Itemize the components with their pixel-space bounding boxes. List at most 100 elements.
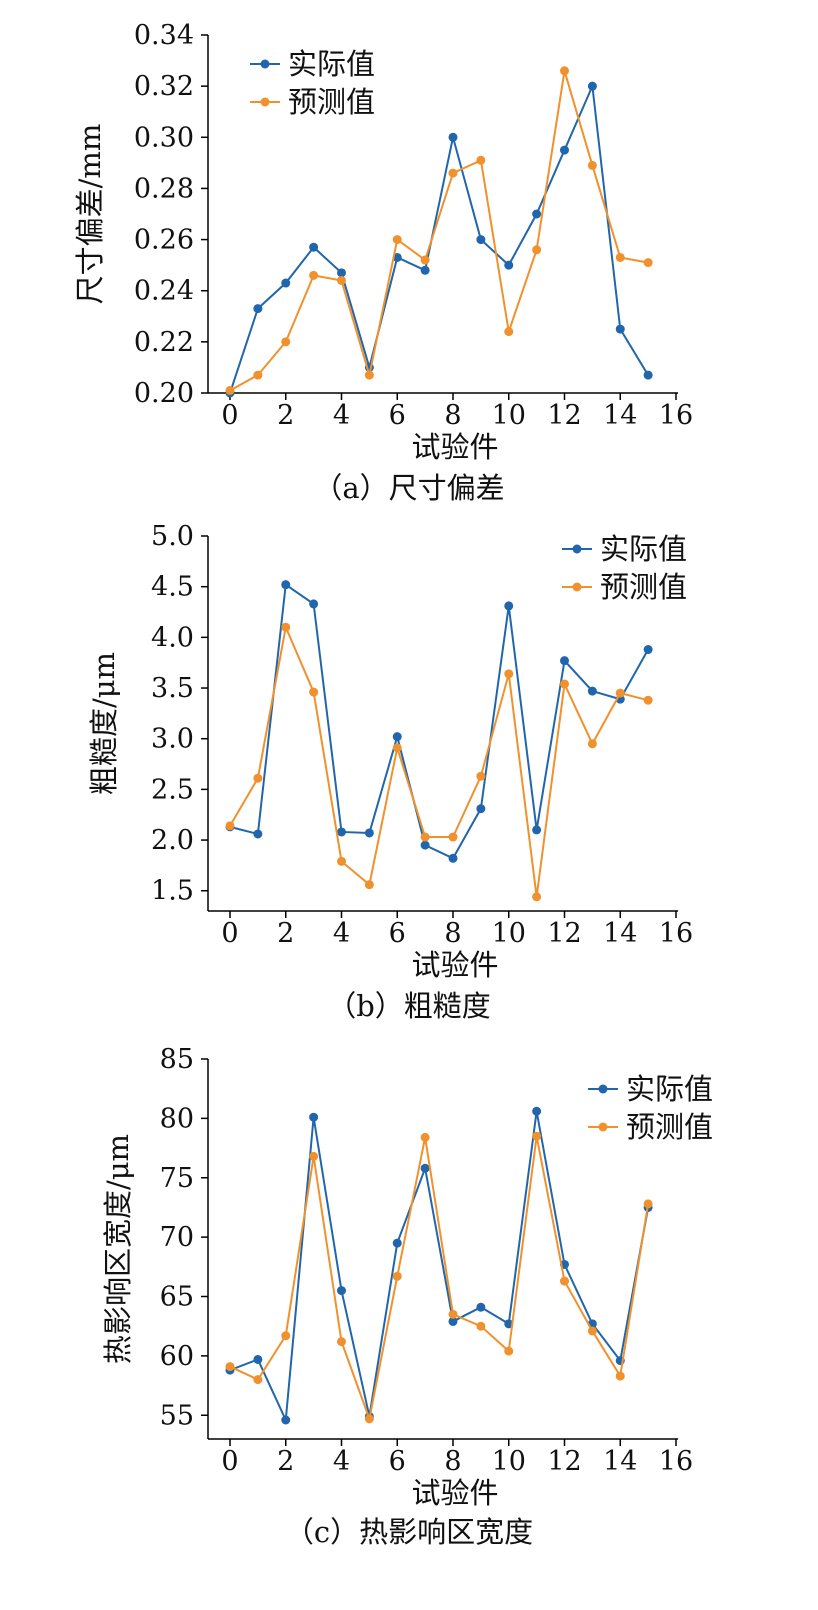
data-point-actual <box>560 656 569 666</box>
data-point-actual <box>337 268 346 278</box>
data-point-predicted <box>420 255 430 265</box>
data-point-predicted <box>448 1309 458 1319</box>
legend-swatch-marker <box>598 1122 608 1132</box>
y-tick-label: 0.24 <box>134 276 194 307</box>
x-tick-label: 10 <box>492 1446 526 1477</box>
data-point-actual <box>281 278 291 288</box>
data-point-predicted <box>504 669 514 679</box>
data-point-predicted <box>532 1131 542 1141</box>
data-point-predicted <box>476 155 486 165</box>
data-point-predicted <box>309 687 319 697</box>
data-point-actual <box>448 132 458 142</box>
data-point-predicted <box>420 1132 430 1142</box>
data-point-actual <box>643 370 653 380</box>
data-point-predicted <box>281 622 291 632</box>
data-point-actual <box>504 260 514 270</box>
legend-label: 预测值 <box>288 85 375 119</box>
data-point-predicted <box>337 275 346 285</box>
y-tick-label: 0.30 <box>134 122 194 153</box>
legend-label: 实际值 <box>600 532 687 566</box>
data-point-predicted <box>504 327 514 337</box>
data-point-actual <box>337 827 346 837</box>
x-tick-label: 4 <box>333 918 350 949</box>
data-point-predicted <box>225 821 235 831</box>
x-axis-label: 试验件 <box>411 430 498 464</box>
data-point-predicted <box>560 679 569 689</box>
data-point-predicted <box>587 1326 597 1336</box>
data-point-predicted <box>615 252 625 262</box>
data-point-predicted <box>476 1321 486 1331</box>
data-point-predicted <box>392 743 402 753</box>
chart-panel-1: 0.20 0.22 0.24 0.26 0.28 0.30 0.32 0.34 0 2 4 6 8 10 1… <box>73 20 693 505</box>
y-tick-label: 85 <box>160 1044 194 1075</box>
data-point-predicted <box>560 1276 569 1286</box>
data-point-actual <box>476 804 486 814</box>
panel-caption: （b）粗糙度 <box>327 989 491 1023</box>
legend-label: 实际值 <box>288 47 375 81</box>
data-point-predicted <box>587 739 597 749</box>
y-tick-label: 75 <box>160 1163 194 1194</box>
data-point-predicted <box>532 245 542 255</box>
x-tick-label: 12 <box>547 918 581 949</box>
data-point-predicted <box>364 880 374 890</box>
y-tick-label: 3.5 <box>151 673 194 704</box>
x-tick-label: 14 <box>603 400 637 431</box>
data-point-predicted <box>532 892 542 902</box>
data-point-actual <box>420 265 430 275</box>
data-point-actual <box>587 81 597 91</box>
x-tick-label: 16 <box>659 400 693 431</box>
data-point-actual <box>309 599 319 609</box>
x-tick-label: 6 <box>389 1446 406 1477</box>
panel-caption: （c）热影响区宽度 <box>285 1515 533 1549</box>
data-point-actual <box>309 242 319 252</box>
data-point-predicted <box>337 856 346 866</box>
y-tick-label: 5.0 <box>151 521 194 552</box>
data-point-predicted <box>448 832 458 842</box>
series-line-predicted <box>229 623 649 897</box>
x-tick-label: 0 <box>221 1446 238 1477</box>
data-point-predicted <box>281 1331 291 1341</box>
panel-caption: （a）尺寸偏差 <box>313 471 504 505</box>
series-line-actual <box>229 82 649 394</box>
y-tick-label: 0.26 <box>134 225 194 256</box>
x-tick-label: 12 <box>547 400 581 431</box>
data-point-predicted <box>560 66 569 76</box>
x-axis-label: 试验件 <box>411 1476 498 1510</box>
y-tick-label: 70 <box>160 1222 194 1253</box>
x-tick-label: 10 <box>492 400 526 431</box>
data-point-actual <box>476 235 486 245</box>
x-tick-label: 8 <box>444 918 461 949</box>
data-point-predicted <box>476 771 486 781</box>
legend-label: 实际值 <box>626 1072 713 1106</box>
data-point-predicted <box>253 370 263 380</box>
data-point-actual <box>532 825 542 835</box>
x-tick-label: 12 <box>547 1446 581 1477</box>
data-point-actual <box>587 686 597 696</box>
x-tick-label: 2 <box>277 400 294 431</box>
data-point-actual <box>309 1112 319 1122</box>
x-tick-label: 14 <box>603 1446 637 1477</box>
y-tick-label: 0.32 <box>134 71 194 102</box>
x-tick-label: 2 <box>277 918 294 949</box>
data-point-predicted <box>587 160 597 170</box>
legend-swatch-marker <box>260 97 270 107</box>
y-tick-label: 60 <box>160 1341 194 1372</box>
legend-swatch-marker <box>598 1084 608 1094</box>
x-tick-label: 8 <box>444 1446 461 1477</box>
y-tick-label: 0.34 <box>134 20 194 51</box>
y-axis-label: 粗糙度/μm <box>87 652 121 795</box>
y-tick-label: 2.5 <box>151 774 194 805</box>
x-tick-label: 2 <box>277 1446 294 1477</box>
data-point-predicted <box>643 1199 653 1209</box>
data-point-actual <box>532 1106 542 1116</box>
data-point-actual <box>392 732 402 742</box>
series-line-predicted <box>229 70 649 392</box>
y-tick-label: 2.0 <box>151 825 194 856</box>
y-tick-label: 1.5 <box>151 876 194 907</box>
data-point-predicted <box>392 235 402 245</box>
x-tick-label: 16 <box>659 918 693 949</box>
y-axis-label: 尺寸偏差/mm <box>73 124 107 305</box>
data-point-actual <box>420 1163 430 1173</box>
